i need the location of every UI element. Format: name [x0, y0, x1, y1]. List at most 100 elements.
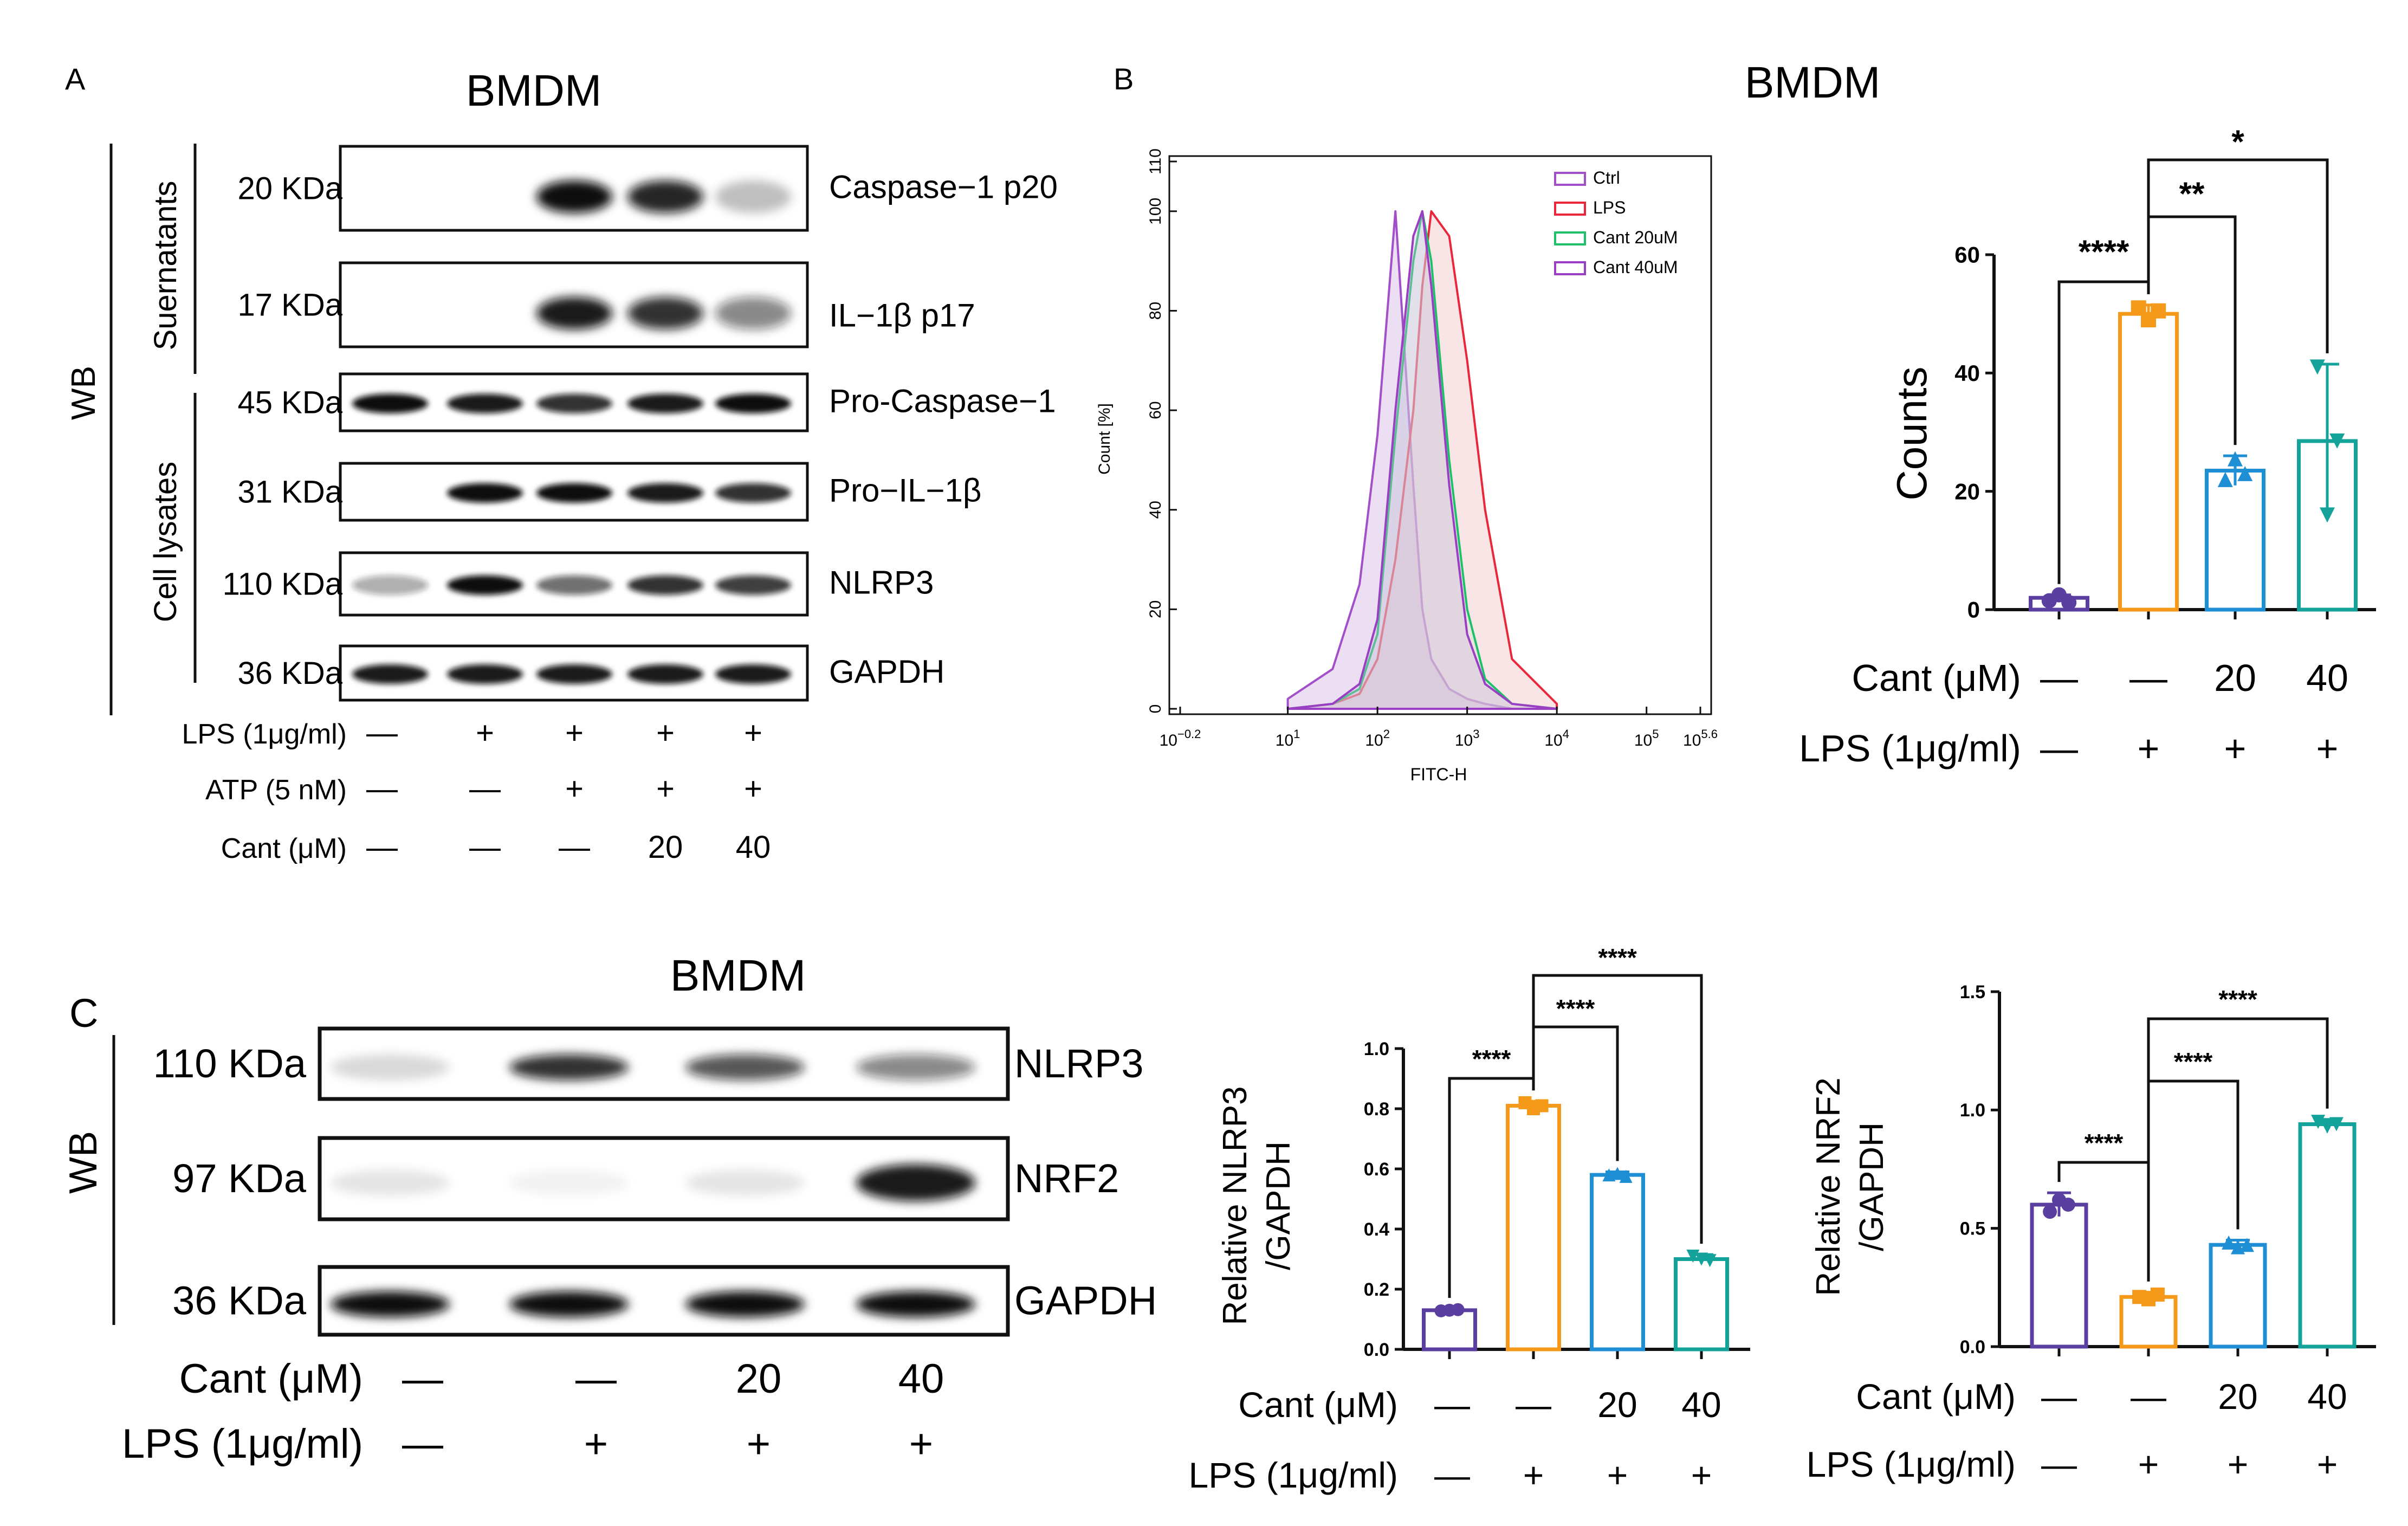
panel-b-letter: B — [1114, 62, 1134, 96]
data-point — [2228, 451, 2243, 467]
blot-band — [331, 1169, 450, 1196]
blot-band — [685, 1054, 805, 1081]
y-axis-label-2: /GAPDH — [1853, 1122, 1891, 1251]
flow-legend: Ctrl LPS Cant 20uM Cant 40uM — [1554, 168, 1678, 277]
data-point — [2151, 303, 2166, 319]
significance-label: * — [2231, 124, 2244, 160]
y-tick-label: 0.2 — [1364, 1279, 1389, 1300]
bar-4 — [1674, 1257, 1729, 1352]
bar-3 — [2205, 468, 2265, 612]
condition-value: + — [565, 771, 584, 806]
condition-value: 20 — [736, 1356, 782, 1402]
significance-label: **** — [2174, 1047, 2213, 1076]
condition-value: — — [2040, 657, 2078, 699]
blot-kda-label: 110 KDa — [153, 1041, 307, 1086]
y-tick-label: 0.5 — [1960, 1219, 1985, 1239]
bar-1 — [1422, 1308, 1477, 1352]
condition-value: — — [366, 830, 398, 865]
condition-value: — — [2040, 727, 2078, 770]
condition-value: — — [559, 830, 590, 865]
data-point — [2329, 433, 2345, 449]
flow-plot-frame — [1168, 155, 1712, 715]
data-point — [2239, 1238, 2254, 1252]
blot-band — [715, 297, 791, 329]
condition-value: — — [469, 771, 501, 806]
condition-value: + — [2317, 1444, 2338, 1484]
flow-x-ticks: 10−0.2 101 102 103 104 105 105.6 — [1160, 707, 1718, 749]
condition-value: + — [1691, 1455, 1712, 1495]
flow-y-tick-label: 60 — [1147, 401, 1164, 419]
condition-value: + — [744, 715, 762, 751]
data-point — [2222, 1235, 2236, 1250]
panel-a-letter: A — [65, 62, 86, 96]
condition-value: + — [744, 771, 762, 806]
flow-curve-ctrl — [1286, 210, 1558, 710]
condition-value: + — [2224, 727, 2247, 770]
condition-value: 20 — [648, 830, 683, 865]
significance-label: **** — [1556, 994, 1595, 1023]
nrf2-bar-chart: 0.0 0.5 1.0 1.5 **** **** **** Relative NRF2/GA… — [1807, 982, 2376, 1484]
flow-legend-swatch — [1554, 202, 1586, 216]
significance-bracket — [2147, 1017, 2329, 1282]
blot-band — [715, 483, 791, 503]
data-point — [2329, 1117, 2344, 1131]
panel-c-wb-label: WB — [62, 1131, 105, 1194]
blot-band — [627, 180, 703, 213]
significance-bracket — [2147, 158, 2329, 353]
condition-value: — — [1434, 1455, 1470, 1495]
y-tick-label: 0 — [1967, 597, 1980, 623]
blot-protein-label: Pro-Caspase−1 — [829, 383, 1056, 419]
blot-band — [352, 575, 428, 595]
condition-value: + — [1523, 1455, 1544, 1495]
condition-label: Cant (μM) — [1852, 657, 2021, 699]
panel-b-title: BMDM — [1745, 58, 1881, 107]
blot-kda-label: 110 KDa — [223, 567, 343, 602]
flow-y-tick-label: 80 — [1147, 302, 1164, 320]
blot-band — [331, 1054, 450, 1081]
condition-label: LPS (1μg/ml) — [1189, 1455, 1398, 1495]
flow-legend-swatch — [1554, 172, 1586, 186]
blot-band — [447, 664, 523, 684]
condition-value: 40 — [2307, 1376, 2347, 1417]
flow-x-tick-label: 105 — [1634, 727, 1659, 749]
significance-label: **** — [1472, 1045, 1511, 1073]
significance-label: **** — [2079, 234, 2129, 270]
blot-band — [856, 1291, 975, 1317]
flow-histogram: 0 20 40 60 80 100 110 10−0.2 101 102 103 104 105 105… — [1096, 148, 1718, 784]
y-tick-label: 20 — [1954, 479, 1980, 504]
blot-protein-label: Pro−IL−1β — [829, 473, 981, 509]
condition-label: LPS (1μg/ml) — [182, 719, 347, 750]
blot-kda-label: 36 KDa — [172, 1278, 307, 1323]
panel-a-conditions: LPS (1μg/ml) — + + + + ATP (5 nM) — — + + + Cant (μM… — [182, 715, 771, 865]
blot-protein-label: NLRP3 — [829, 565, 934, 601]
flow-legend-label: Ctrl — [1593, 168, 1620, 187]
blot-protein-label: Caspase−1 p20 — [829, 169, 1058, 205]
blot-band — [352, 664, 428, 684]
bar-1 — [2030, 1202, 2088, 1349]
group-supernatants: Suernatants — [148, 181, 183, 351]
blot-band — [447, 483, 523, 503]
condition-value: — — [2041, 1444, 2077, 1484]
y-tick-label: 0.0 — [1364, 1340, 1389, 1360]
data-point — [2311, 1115, 2326, 1129]
blot-band — [856, 1054, 975, 1081]
bar-2 — [1506, 1103, 1561, 1352]
condition-label: ATP (5 nM) — [205, 774, 347, 806]
blot-band — [627, 393, 703, 413]
blot-kda-label: 45 KDa — [238, 385, 343, 421]
flow-legend-label: Cant 40uM — [1593, 257, 1678, 277]
data-point — [1535, 1099, 1549, 1113]
y-tick-label: 60 — [1954, 242, 1980, 268]
blot-kda-label: 31 KDa — [238, 475, 343, 510]
y-axis-label-2: /GAPDH — [1260, 1141, 1297, 1270]
data-point — [2061, 594, 2077, 610]
data-point — [2043, 1205, 2057, 1219]
y-tick-label: 0.8 — [1364, 1099, 1389, 1120]
condition-value: + — [656, 771, 675, 806]
blot-protein-label: IL−1β p17 — [829, 298, 975, 334]
condition-value: — — [2041, 1376, 2077, 1417]
blot-band — [536, 393, 612, 413]
data-point — [2309, 359, 2325, 375]
